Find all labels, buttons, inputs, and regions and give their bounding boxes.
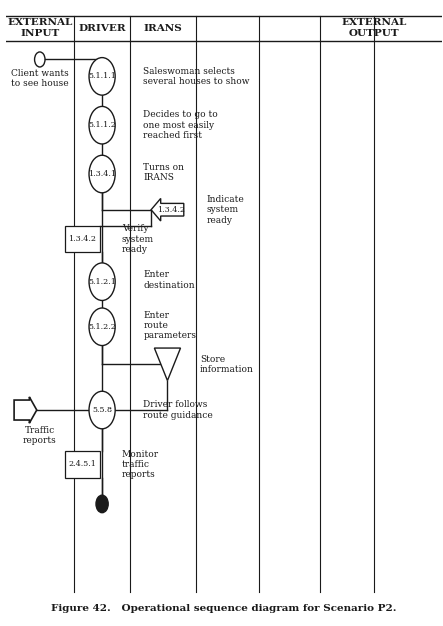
- Circle shape: [89, 263, 115, 300]
- Text: Saleswoman selects
several houses to show: Saleswoman selects several houses to sho…: [144, 67, 250, 86]
- Circle shape: [89, 58, 115, 95]
- Text: EXTERNAL
INPUT: EXTERNAL INPUT: [7, 19, 73, 38]
- Text: 5.1.1.1: 5.1.1.1: [88, 73, 116, 80]
- Bar: [65, 226, 101, 252]
- Polygon shape: [151, 198, 184, 221]
- Text: Driver follows
route guidance: Driver follows route guidance: [144, 401, 213, 419]
- Text: Turns on
IRANS: Turns on IRANS: [144, 163, 184, 182]
- Text: 5.5.8: 5.5.8: [92, 406, 112, 414]
- Text: Enter
destination: Enter destination: [144, 270, 195, 289]
- Text: 2.4.5.1: 2.4.5.1: [69, 461, 97, 468]
- Text: Decides to go to
one most easily
reached first: Decides to go to one most easily reached…: [144, 110, 218, 140]
- Text: IRANS: IRANS: [144, 24, 183, 33]
- Text: 5.1.2.2: 5.1.2.2: [88, 323, 116, 331]
- Text: Figure 42.   Operational sequence diagram for Scenario P2.: Figure 42. Operational sequence diagram …: [51, 604, 397, 613]
- Text: 1.3.4.2: 1.3.4.2: [157, 206, 185, 213]
- Text: Client wants
to see house: Client wants to see house: [11, 69, 69, 88]
- Circle shape: [89, 391, 115, 429]
- Text: 5.1.1.2: 5.1.1.2: [88, 121, 116, 129]
- Text: 5.1.2.1: 5.1.2.1: [88, 278, 116, 285]
- Circle shape: [96, 495, 108, 513]
- Text: Indicate
system
ready: Indicate system ready: [206, 195, 245, 225]
- Text: 1.3.4.2: 1.3.4.2: [69, 235, 97, 243]
- Text: Monitor
traffic
reports: Monitor traffic reports: [122, 449, 159, 480]
- Text: DRIVER: DRIVER: [78, 24, 126, 33]
- Text: Traffic
reports: Traffic reports: [23, 426, 57, 445]
- Polygon shape: [14, 397, 37, 423]
- Polygon shape: [154, 348, 180, 381]
- Circle shape: [89, 155, 115, 193]
- Text: 1.3.4.1: 1.3.4.1: [88, 170, 116, 178]
- Bar: [65, 451, 101, 478]
- Text: Verify
system
ready: Verify system ready: [122, 224, 154, 254]
- Circle shape: [89, 308, 115, 346]
- Text: Store
information: Store information: [200, 355, 254, 374]
- Text: EXTERNAL
OUTPUT: EXTERNAL OUTPUT: [342, 19, 407, 38]
- Circle shape: [89, 106, 115, 144]
- Text: Enter
route
parameters: Enter route parameters: [144, 310, 197, 341]
